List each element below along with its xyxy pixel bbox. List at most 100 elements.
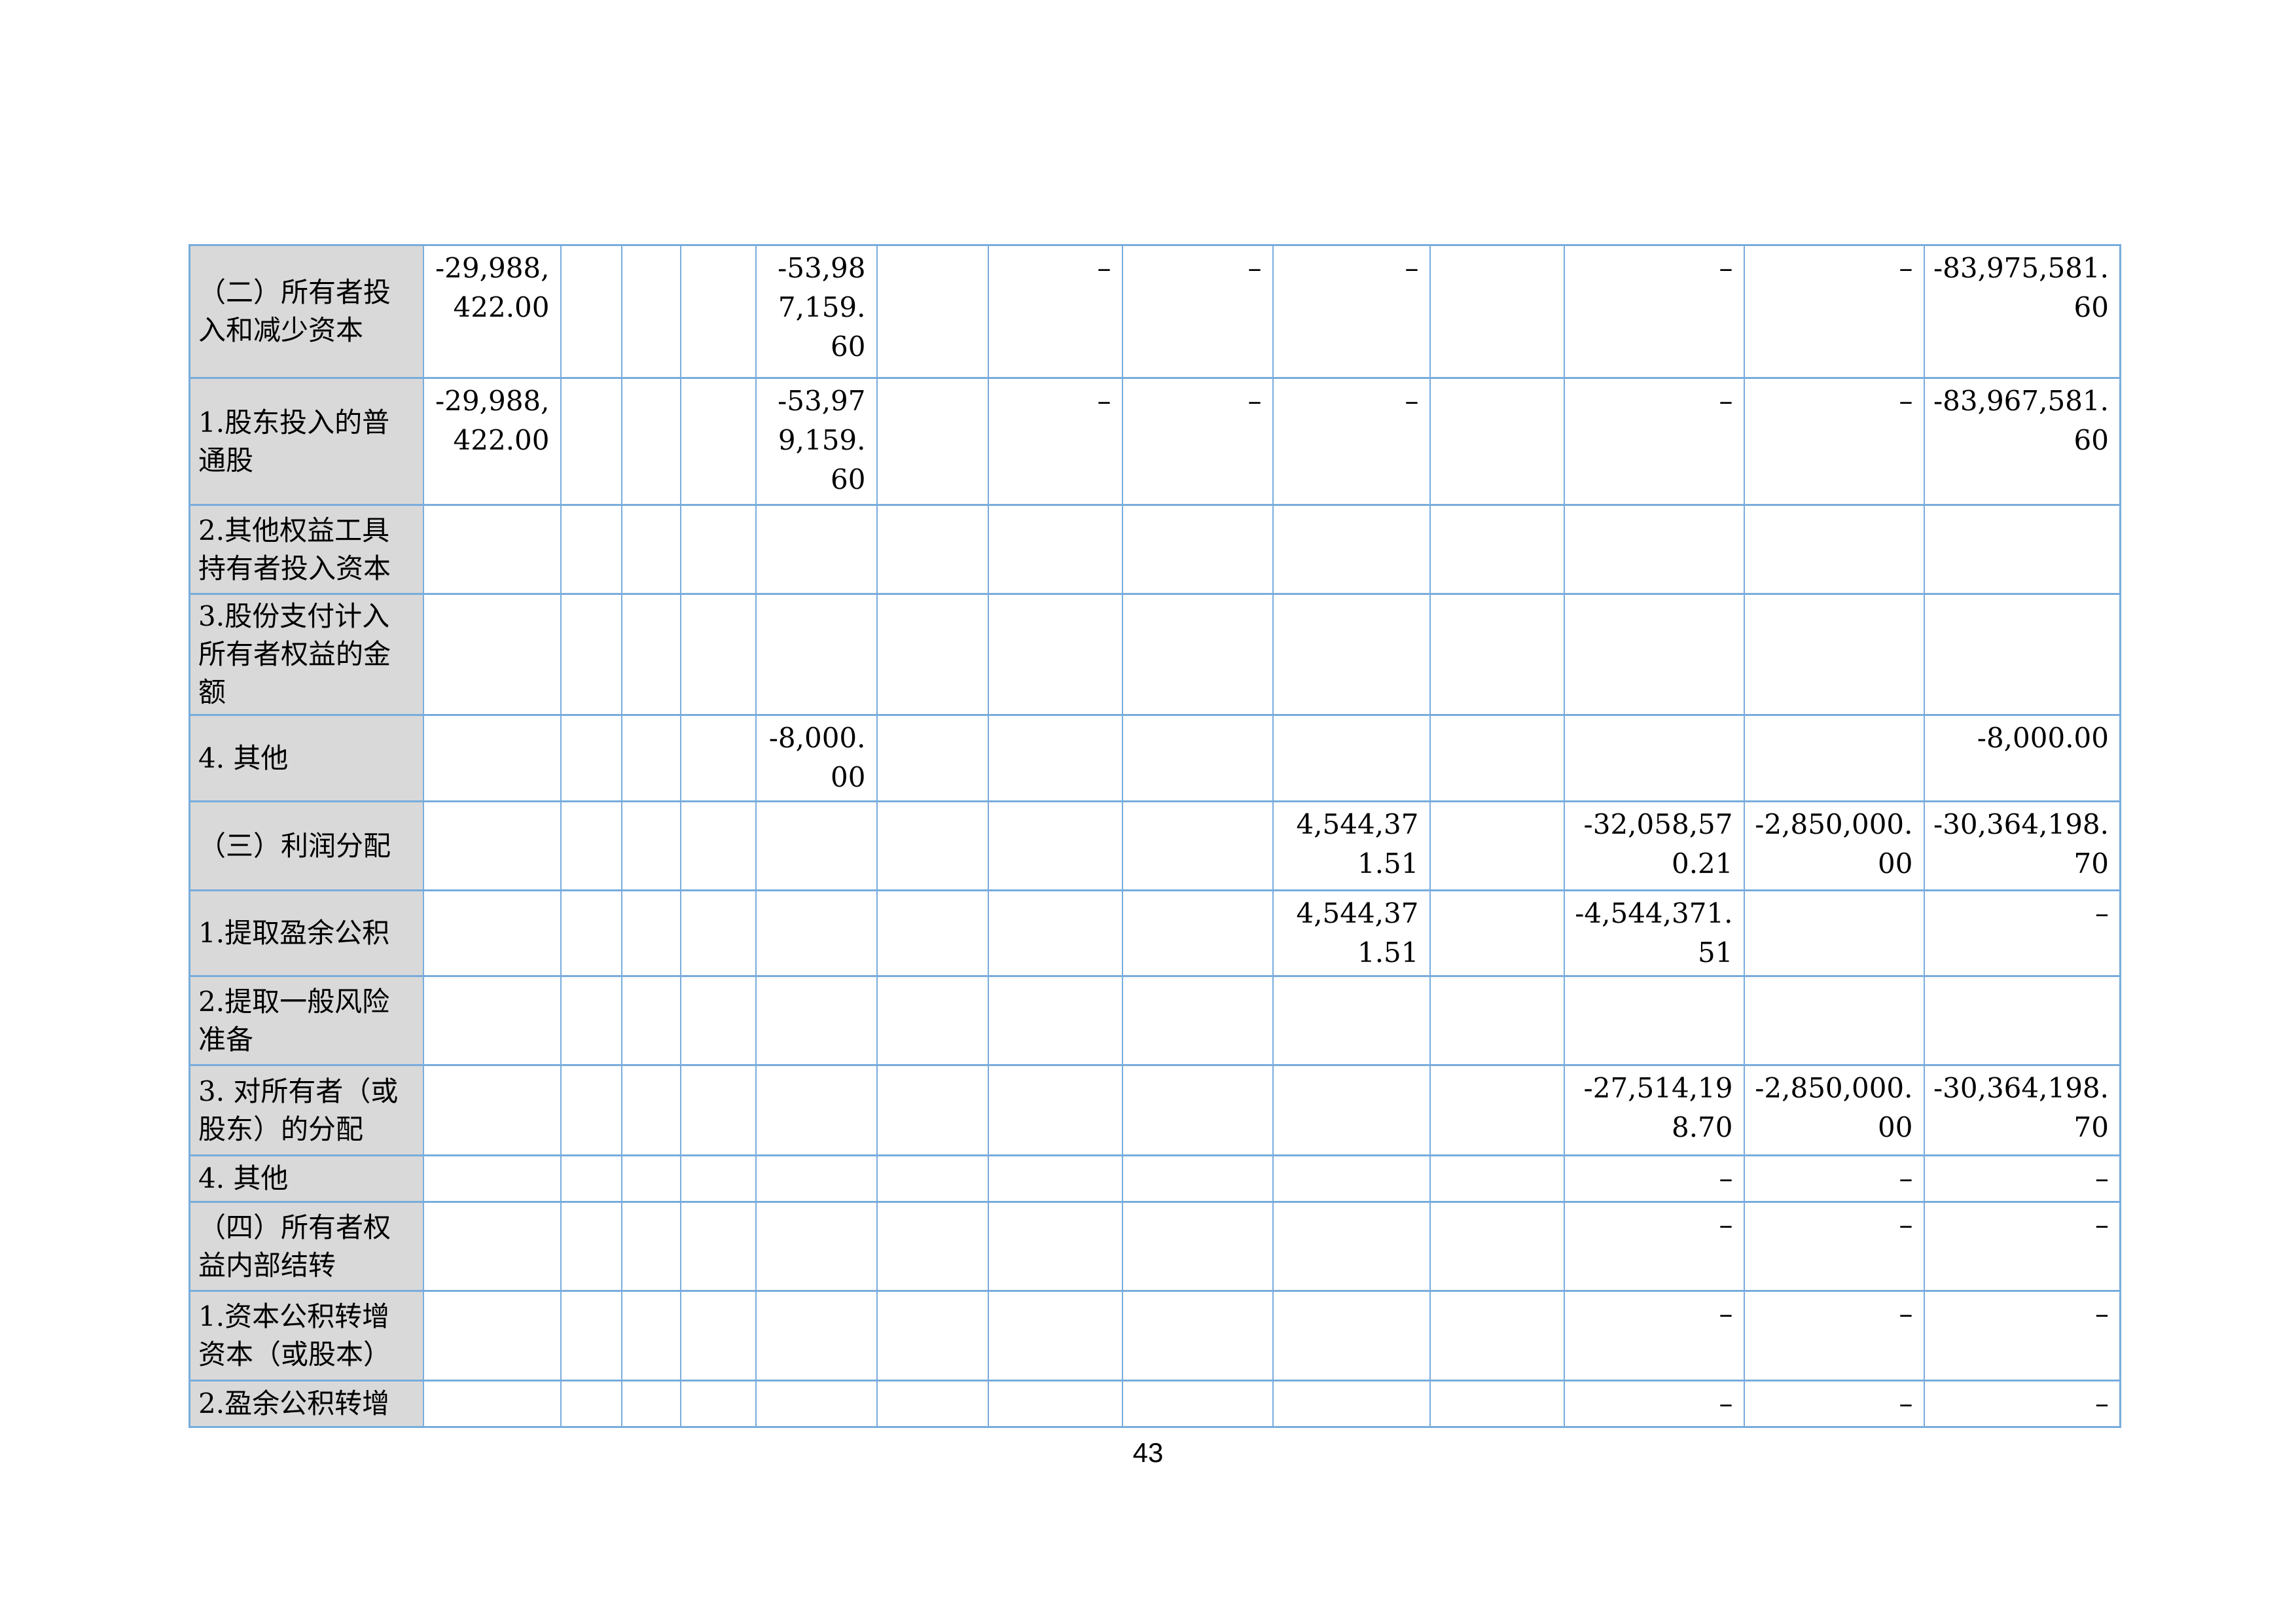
table-value-cell <box>1429 714 1565 802</box>
table-value-cell <box>1923 975 2121 1066</box>
row-label-cell: 1.资本公积转增资本（或股本） <box>188 1290 424 1382</box>
table-value-cell <box>679 1290 757 1382</box>
table-value-cell <box>755 889 878 977</box>
table-value-cell <box>422 800 562 891</box>
table-value-cell <box>1429 1064 1565 1156</box>
table-value-cell: -29,988,422.00 <box>422 377 562 506</box>
table-value-cell <box>876 1201 989 1292</box>
table-row: 1.股东投入的普通股 -29,988,422.00 -53,979,159.60– –… <box>188 377 2121 506</box>
table-value-cell: – <box>1563 1201 1745 1292</box>
table-value-cell <box>620 1064 681 1156</box>
table-value-cell <box>987 975 1123 1066</box>
table-value-cell <box>1429 593 1565 716</box>
table-value-cell <box>679 377 757 506</box>
table-value-cell: – <box>987 377 1123 506</box>
row-label-cell: 2.盈余公积转增 <box>188 1380 424 1428</box>
table-row: 2.提取一般风险准备 <box>188 975 2121 1066</box>
table-value-cell: – <box>1743 244 1925 379</box>
table-value-cell <box>422 714 562 802</box>
table-value-cell <box>679 975 757 1066</box>
table-value-cell <box>876 889 989 977</box>
table-value-cell <box>1121 593 1274 716</box>
table-value-cell <box>987 504 1123 595</box>
table-row: 2.其他权益工具持有者投入资本 <box>188 504 2121 595</box>
table-value-cell <box>1429 504 1565 595</box>
table-value-cell <box>679 800 757 891</box>
table-row: 3. 对所有者（或股东）的分配 -27,514,198.70 -2,850,000.… <box>188 1064 2121 1156</box>
table-value-cell <box>755 1290 878 1382</box>
table-value-cell <box>422 1201 562 1292</box>
table-value-cell <box>560 1064 622 1156</box>
row-label-cell: 2.其他权益工具持有者投入资本 <box>188 504 424 595</box>
table-value-cell <box>560 1201 622 1292</box>
row-label-cell: 4. 其他 <box>188 714 424 802</box>
table-value-cell: 4,544,371.51 <box>1272 800 1431 891</box>
table-value-cell <box>1563 504 1745 595</box>
table-value-cell: – <box>1563 377 1745 506</box>
table-value-cell <box>987 1380 1123 1428</box>
table-value-cell <box>987 800 1123 891</box>
table-row: 2.盈余公积转增 – – – <box>188 1380 2121 1428</box>
page-number: 43 <box>1132 1437 1164 1468</box>
table-value-cell <box>1121 889 1274 977</box>
table-value-cell <box>876 1290 989 1382</box>
table-value-cell <box>1923 593 2121 716</box>
table-value-cell <box>876 377 989 506</box>
table-value-cell <box>1121 975 1274 1066</box>
table-value-cell <box>755 1201 878 1292</box>
table-value-cell <box>620 504 681 595</box>
table-value-cell: -29,988,422.00 <box>422 244 562 379</box>
table-value-cell <box>1743 975 1925 1066</box>
table-value-cell <box>1121 1380 1274 1428</box>
row-label-cell: 3.股份支付计入所有者权益的金额 <box>188 593 424 716</box>
table-value-cell <box>987 714 1123 802</box>
table-value-cell <box>1121 1064 1274 1156</box>
table-value-cell <box>987 1201 1123 1292</box>
table-value-cell <box>876 800 989 891</box>
table-value-cell <box>876 1154 989 1203</box>
table-value-cell: – <box>1923 1380 2121 1428</box>
table-value-cell <box>620 1154 681 1203</box>
table-value-cell <box>560 1380 622 1428</box>
table-value-cell <box>679 504 757 595</box>
table-value-cell <box>679 1380 757 1428</box>
table-value-cell <box>876 244 989 379</box>
table-value-cell <box>560 1290 622 1382</box>
table-value-cell <box>1429 244 1565 379</box>
table-value-cell <box>1743 889 1925 977</box>
table-value-cell <box>1121 1154 1274 1203</box>
table-value-cell <box>755 593 878 716</box>
table-value-cell: -30,364,198.70 <box>1923 1064 2121 1156</box>
table-value-cell <box>679 889 757 977</box>
table-value-cell: – <box>1563 1380 1745 1428</box>
table-value-cell <box>1743 504 1925 595</box>
table-value-cell: – <box>1563 1154 1745 1203</box>
table-value-cell <box>679 1064 757 1156</box>
table-value-cell <box>1272 1380 1431 1428</box>
table-value-cell <box>422 1290 562 1382</box>
table-value-cell <box>620 800 681 891</box>
table-value-cell: – <box>1272 377 1431 506</box>
table-value-cell <box>679 593 757 716</box>
table-value-cell <box>876 593 989 716</box>
table-value-cell <box>755 1064 878 1156</box>
table-value-cell <box>987 889 1123 977</box>
table-value-cell: -53,979,159.60 <box>755 377 878 506</box>
table-value-cell <box>560 1154 622 1203</box>
table-value-cell: – <box>1743 1201 1925 1292</box>
table-value-cell <box>1429 377 1565 506</box>
table-value-cell <box>1563 975 1745 1066</box>
table-value-cell <box>620 1201 681 1292</box>
table-value-cell <box>422 1380 562 1428</box>
table-value-cell <box>1429 1290 1565 1382</box>
row-label-cell: （二）所有者投入和减少资本 <box>188 244 424 379</box>
table-value-cell <box>679 244 757 379</box>
table-row: 4. 其他 – – – <box>188 1154 2121 1203</box>
table-value-cell <box>679 714 757 802</box>
table-value-cell <box>422 504 562 595</box>
table-value-cell <box>987 1154 1123 1203</box>
table-value-cell <box>560 714 622 802</box>
table-row: （三）利润分配 4,544,371.51 -32,058,570.21 -2,850,… <box>188 800 2121 891</box>
table-value-cell <box>1272 975 1431 1066</box>
